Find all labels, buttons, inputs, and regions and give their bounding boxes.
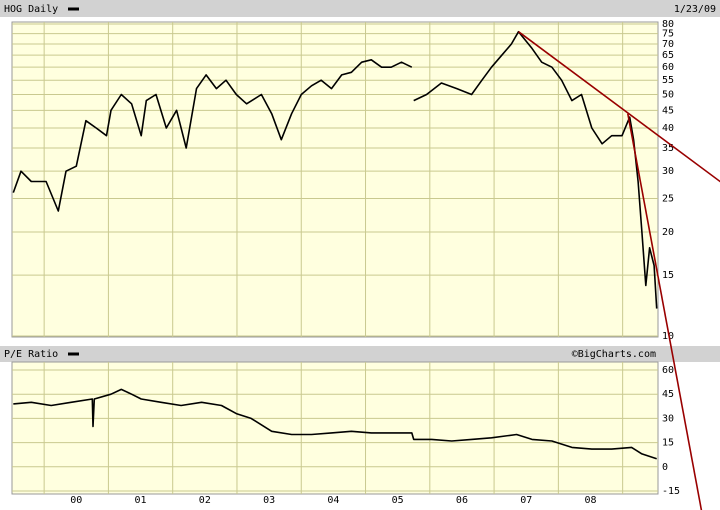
y-tick-label: 10: [662, 331, 674, 342]
y-tick-label: 20: [662, 227, 674, 238]
y-tick-label: 65: [662, 50, 674, 61]
y-tick-label: 30: [662, 166, 674, 177]
x-tick-label: 08: [584, 495, 596, 506]
x-tick-label: 01: [135, 495, 147, 506]
trend-line: [627, 113, 703, 510]
price-line: [13, 388, 657, 460]
credit: ©BigCharts.com: [572, 349, 656, 360]
x-tick-label: 05: [392, 495, 404, 506]
price-panel: [11, 21, 659, 338]
y-tick-label: 60: [662, 365, 674, 376]
pe-panel: [11, 361, 659, 495]
x-tick-label: 00: [70, 495, 82, 506]
date-label: 1/23/09: [674, 4, 716, 15]
pe-header-bar: [0, 346, 720, 362]
chart-title: HOG Daily: [4, 4, 58, 15]
y-tick-label: 15: [662, 438, 674, 449]
y-tick-label: 25: [662, 194, 674, 205]
y-tick-label: 50: [662, 90, 674, 101]
y-tick-label: 80: [662, 19, 674, 30]
y-tick-label: 30: [662, 413, 674, 424]
y-tick-label: 35: [662, 143, 674, 154]
pe-title: P/E Ratio: [4, 349, 58, 360]
y-tick-label: 70: [662, 39, 674, 50]
x-tick-label: 06: [456, 495, 468, 506]
y-tick-label: 45: [662, 105, 674, 116]
x-tick-label: 03: [263, 495, 275, 506]
y-tick-label: 60: [662, 62, 674, 73]
x-tick-label: 02: [199, 495, 211, 506]
x-tick-label: 07: [520, 495, 532, 506]
y-tick-label: 45: [662, 389, 674, 400]
header-bar: [0, 0, 720, 17]
y-tick-label: 55: [662, 75, 674, 86]
y-tick-label: 75: [662, 29, 674, 40]
y-tick-label: 40: [662, 123, 674, 134]
y-tick-label: 0: [662, 462, 668, 473]
x-tick-label: 04: [327, 495, 339, 506]
price-line: [12, 30, 658, 309]
y-tick-label: 15: [662, 270, 674, 281]
trend-line: [518, 31, 720, 183]
y-tick-label: -15: [662, 486, 680, 497]
